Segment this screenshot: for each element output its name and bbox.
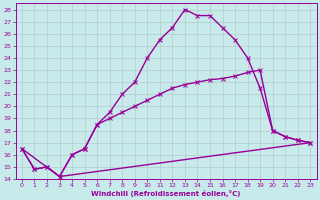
X-axis label: Windchill (Refroidissement éolien,°C): Windchill (Refroidissement éolien,°C) <box>92 190 241 197</box>
